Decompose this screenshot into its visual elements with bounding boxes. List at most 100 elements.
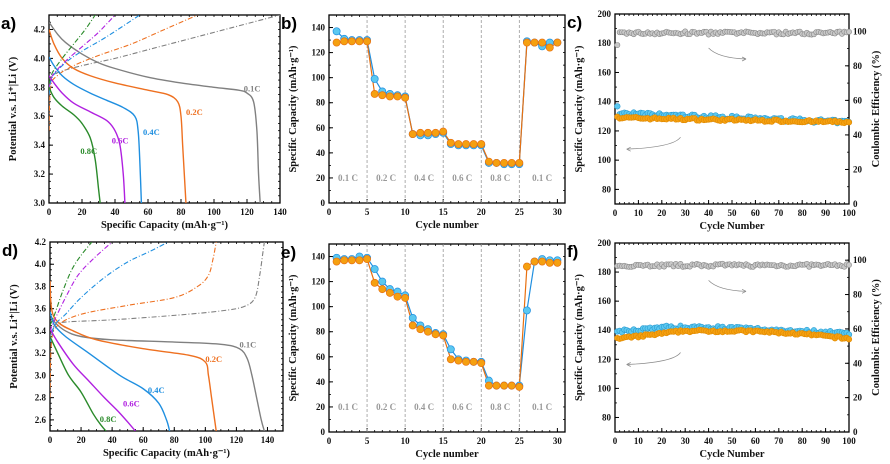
charge-curve-0.6C	[49, 15, 116, 88]
x-tick-label: 20	[77, 435, 87, 445]
discharge-point	[492, 158, 501, 167]
discharge-point	[454, 140, 463, 149]
rate-label: 0.6C	[112, 136, 129, 146]
x-tick-label: 60	[144, 207, 154, 217]
discharge-curve-0.1C	[49, 21, 261, 203]
discharge-point	[385, 288, 394, 297]
y-tick-label: 120	[312, 48, 326, 58]
discharge-point	[500, 158, 509, 167]
x-tick-label: 40	[704, 208, 714, 218]
discharge-curve-0.4C	[49, 56, 143, 203]
charge-curve-0.1C	[50, 242, 265, 337]
discharge-point	[545, 43, 554, 52]
y-tick-label: 140	[598, 325, 612, 335]
left-axis-arrow	[626, 136, 681, 150]
right-axis-arrowhead	[741, 289, 747, 294]
discharge-curve-0.6C	[49, 75, 126, 203]
x-tick-label: 20	[78, 207, 88, 217]
x-tick-label: 30	[681, 436, 691, 446]
panel-label: b)	[281, 14, 297, 33]
y-tick-label: 160	[598, 296, 612, 306]
left-axis-arrowhead	[626, 362, 631, 367]
discharge-point	[500, 381, 509, 390]
rate-region-label: 0.4 C	[414, 173, 434, 183]
charge-point	[370, 74, 379, 83]
x-tick-label: 140	[273, 207, 287, 217]
x-tick-label: 60	[751, 208, 761, 218]
y-tick-label: 180	[598, 38, 612, 48]
discharge-point	[484, 381, 493, 390]
right-axis-arrowhead	[741, 56, 747, 62]
rate-label: 0.1C	[244, 84, 261, 94]
discharge-point	[416, 325, 425, 334]
panel-label: c)	[567, 13, 582, 32]
x-tick-label: 70	[774, 436, 784, 446]
curves	[50, 242, 266, 431]
y-tick-label: 100	[312, 73, 326, 83]
y-right-tick-label: 100	[853, 26, 867, 36]
x-axis-label: Cycle Number	[699, 449, 764, 460]
right-axis-arrow	[708, 47, 747, 60]
x-tick-label: 80	[177, 207, 187, 217]
y-tick-label: 0	[321, 198, 326, 208]
discharge-point	[355, 37, 364, 46]
charge-point	[370, 265, 379, 274]
x-tick-label: 120	[240, 207, 254, 217]
x-tick-label: 70	[774, 208, 784, 218]
x-tick-label: 5	[365, 207, 370, 217]
x-tick-label: 30	[553, 207, 563, 217]
discharge-point	[553, 258, 562, 267]
y-tick-label: 200	[598, 238, 612, 248]
curves	[49, 15, 280, 203]
rate-region-label: 0.1 C	[338, 173, 358, 183]
y-tick-label: 3.2	[34, 169, 46, 179]
x-tick-label: 40	[108, 435, 118, 445]
x-tick-label: 40	[704, 436, 714, 446]
x-tick-label: 25	[515, 436, 525, 446]
discharge-curve-0.8C	[49, 87, 101, 203]
charge-line	[336, 255, 558, 387]
x-axis-label: Cycle number	[415, 220, 479, 231]
y-tick-label: 80	[602, 184, 612, 194]
y-tick-label: 3.4	[34, 140, 46, 150]
right-axis-arrow	[708, 280, 747, 292]
y-tick-label: 3.6	[34, 111, 46, 121]
panel-f: 0 10 20 30 40 50 60 70 80 90 100 80 100 120 140 160 180 2…	[567, 238, 882, 460]
discharge-curve-0.2C	[50, 280, 217, 431]
x-tick-label: 50	[728, 208, 738, 218]
x-tick-label: 0	[327, 436, 332, 446]
y-right-tick-label: 0	[853, 199, 858, 209]
y-tick-label: 120	[312, 277, 326, 287]
charge-curve-0.4C	[49, 15, 141, 95]
discharge-point	[431, 128, 440, 137]
x-tick-label: 100	[207, 207, 221, 217]
x-tick-label: 20	[477, 207, 487, 217]
rate-label: 0.8C	[100, 414, 117, 424]
charge-curve-0.4C	[50, 242, 169, 343]
x-tick-label: 90	[821, 208, 831, 218]
x-tick-label: 15	[439, 436, 449, 446]
y-tick-label: 60	[316, 352, 326, 362]
x-tick-label: 30	[553, 436, 563, 446]
discharge-point	[446, 138, 455, 147]
discharge-capacity-point	[845, 336, 853, 343]
charge-capacity-point	[614, 103, 621, 110]
y-tick-label: 120	[598, 126, 612, 136]
y-tick-label: 20	[316, 173, 326, 183]
rate-region-label: 0.1 C	[532, 402, 552, 412]
discharge-point	[530, 257, 539, 266]
y-right-tick-label: 80	[853, 61, 863, 71]
y-tick-label: 160	[598, 67, 612, 77]
rate-label: 0.8C	[80, 146, 97, 156]
discharge-point	[507, 158, 516, 167]
y-tick-label: 80	[602, 412, 612, 422]
x-tick-label: 10	[634, 208, 644, 218]
discharge-point	[515, 382, 524, 391]
discharge-point	[492, 381, 501, 390]
discharge-point	[370, 90, 379, 98]
y-right-tick-label: 0	[853, 427, 858, 437]
rate-region-label: 0.8 C	[490, 402, 510, 412]
x-tick-label: 0	[327, 207, 332, 217]
discharge-point	[363, 255, 372, 263]
x-tick-label: 60	[139, 435, 149, 445]
